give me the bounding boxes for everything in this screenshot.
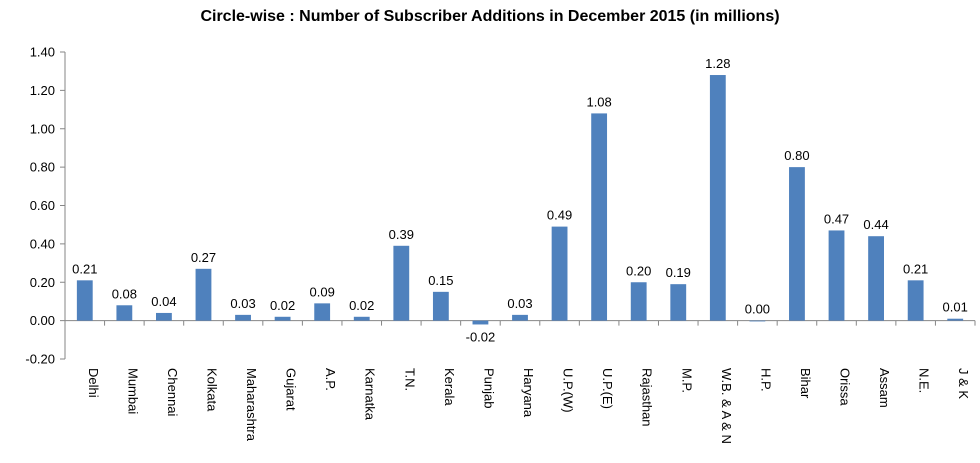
data-label: 0.04 xyxy=(151,294,176,309)
data-label: 0.15 xyxy=(428,273,453,288)
data-label: 0.19 xyxy=(666,265,691,280)
category-label: Gujarat xyxy=(284,368,299,411)
data-label: 0.01 xyxy=(943,300,968,315)
category-label: Mumbai xyxy=(125,368,140,414)
data-label: 0.02 xyxy=(349,298,374,313)
bar xyxy=(749,320,766,322)
category-label: U.P.(W) xyxy=(561,368,576,413)
y-tick-label: -0.20 xyxy=(25,352,55,367)
bar xyxy=(828,230,845,321)
data-label: 0.21 xyxy=(72,261,97,276)
bar xyxy=(195,268,212,321)
bar xyxy=(76,280,93,321)
category-label: U.P.(E) xyxy=(600,368,615,409)
bar xyxy=(512,314,528,321)
bar xyxy=(432,291,449,321)
y-tick-label: 1.40 xyxy=(30,45,55,60)
y-tick-label: 0.40 xyxy=(30,236,55,251)
category-label: Bihar xyxy=(798,368,813,399)
labels: 0.21 Delhi 0.08 Mumbai 0.04 Chennai 0.27 Kolkat… xyxy=(72,56,971,444)
bar xyxy=(274,316,291,321)
category-label: Karnatka xyxy=(363,368,378,421)
bar xyxy=(156,312,172,321)
y-tick-label: 0.80 xyxy=(30,160,55,175)
category-label: H.P. xyxy=(758,368,773,392)
category-label: Rajasthan xyxy=(640,368,655,427)
category-label: Maharashtra xyxy=(244,368,259,442)
data-label: 0.80 xyxy=(784,148,809,163)
bars xyxy=(76,75,964,325)
y-tick-label: 0.60 xyxy=(30,198,55,213)
bar xyxy=(314,303,331,321)
bar xyxy=(472,320,489,325)
bar xyxy=(235,314,251,321)
bar xyxy=(591,113,608,321)
data-label: 0.02 xyxy=(270,298,295,313)
data-label: 0.03 xyxy=(507,296,532,311)
data-label: 0.44 xyxy=(863,217,888,232)
category-label: A.P. xyxy=(323,368,338,391)
category-label: Haryana xyxy=(521,368,536,418)
chart-title: Circle-wise : Number of Subscriber Addit… xyxy=(200,8,780,25)
category-label: W.B. & A & N xyxy=(719,368,734,444)
data-label: 0.27 xyxy=(191,250,216,265)
category-label: Kerala xyxy=(442,368,457,406)
bar xyxy=(670,284,687,321)
category-label: M.P. xyxy=(679,368,694,393)
data-label: 0.39 xyxy=(389,227,414,242)
category-label: Kolkata xyxy=(204,368,219,412)
data-label: -0.02 xyxy=(466,329,496,344)
category-label: Assam xyxy=(877,368,892,408)
bar xyxy=(709,75,726,321)
bar xyxy=(393,245,410,321)
y-tick-label: 1.00 xyxy=(30,121,55,136)
data-label: 0.49 xyxy=(547,208,572,223)
bar xyxy=(353,316,370,321)
y-tick-label: 0.20 xyxy=(30,275,55,290)
data-label: 1.28 xyxy=(705,56,730,71)
bar xyxy=(551,226,568,321)
bar xyxy=(789,167,805,321)
data-label: 0.09 xyxy=(310,284,335,299)
data-label: 0.20 xyxy=(626,263,651,278)
y-tick-label: 1.20 xyxy=(30,83,55,98)
bar xyxy=(907,280,924,321)
data-label: 0.47 xyxy=(824,211,849,226)
bar xyxy=(630,282,647,321)
data-label: 0.08 xyxy=(112,286,137,301)
bar xyxy=(947,318,964,321)
category-label: J & K xyxy=(956,368,971,399)
data-label: 0.03 xyxy=(230,296,255,311)
category-label: Punjab xyxy=(481,368,496,408)
category-label: T.N. xyxy=(402,368,417,391)
data-label: 1.08 xyxy=(586,94,611,109)
category-label: N.E. xyxy=(917,368,932,393)
y-tick-label: 0.00 xyxy=(30,313,55,328)
data-label: 0.00 xyxy=(745,302,770,317)
data-label: 0.21 xyxy=(903,261,928,276)
category-label: Chennai xyxy=(165,368,180,417)
category-label: Delhi xyxy=(86,368,101,398)
bar xyxy=(116,305,133,321)
category-label: Orissa xyxy=(838,368,853,406)
bar xyxy=(868,236,884,321)
